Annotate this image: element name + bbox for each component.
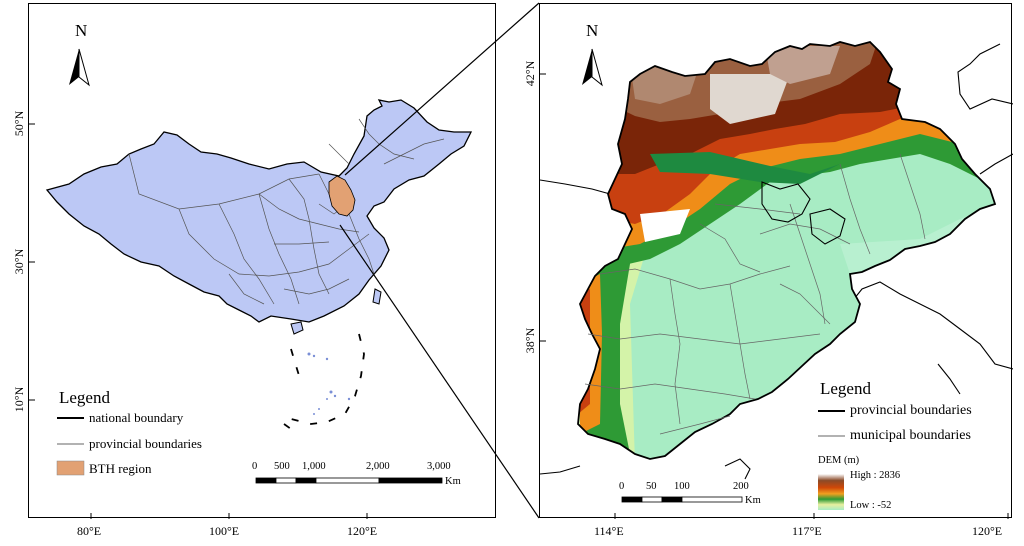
china-overview-map: N 50°N 30°N 10°N 80°E 100°E 120°E Legend… bbox=[12, 3, 496, 538]
scale-tick-r-100: 100 bbox=[674, 481, 690, 492]
dem-map-svg bbox=[540, 40, 1013, 519]
legend-municipal-boundaries-r: municipal boundaries bbox=[850, 428, 971, 443]
scale-tick-500: 500 bbox=[274, 461, 290, 472]
lon-label-117: 117°E bbox=[792, 524, 822, 538]
legend-bth-region: BTH region bbox=[89, 461, 152, 476]
scale-tick-r-50: 50 bbox=[646, 481, 657, 492]
provincial-boundaries-inner bbox=[761, 181, 846, 245]
scale-tick-1000: 1,000 bbox=[302, 461, 326, 472]
islands bbox=[307, 352, 351, 415]
scale-tick-r-0: 0 bbox=[619, 481, 625, 492]
north-arrow-icon bbox=[69, 48, 90, 87]
municipal-boundaries bbox=[584, 153, 926, 435]
lat-label-38: 38°N bbox=[523, 327, 538, 354]
north-label-left: N bbox=[75, 21, 88, 40]
china-mainland bbox=[45, 99, 473, 323]
lon-label-100: 100°E bbox=[209, 524, 240, 538]
legend-title-right: Legend bbox=[820, 379, 871, 398]
legend-national-boundary: national boundary bbox=[89, 410, 184, 425]
bth-dem-map: N 42°N 38°N 114°E 117°E 120°E Legend pro… bbox=[523, 3, 1013, 538]
bth-region bbox=[328, 175, 356, 217]
lon-label-80: 80°E bbox=[77, 524, 102, 538]
lat-label-30: 30°N bbox=[12, 248, 27, 275]
scale-tick-3000: 3,000 bbox=[427, 461, 451, 472]
lon-label-114: 114°E bbox=[594, 524, 624, 538]
scale-tick-2000: 2,000 bbox=[366, 461, 390, 472]
dem-color-ramp bbox=[818, 474, 844, 510]
legend-provincial-boundaries: provincial boundaries bbox=[89, 436, 202, 451]
scale-unit-right: Km bbox=[745, 495, 761, 506]
lon-label-120: 120°E bbox=[347, 524, 378, 538]
scale-tick-0: 0 bbox=[252, 461, 258, 472]
bth-outer-boundary bbox=[577, 40, 997, 460]
lat-label-42: 42°N bbox=[523, 60, 538, 87]
scale-bar-left bbox=[255, 477, 443, 484]
taiwan bbox=[372, 288, 382, 305]
dem-low-label: Low : -52 bbox=[850, 500, 892, 511]
lon-label-120: 120°E bbox=[972, 524, 1003, 538]
scale-tick-r-200: 200 bbox=[733, 481, 749, 492]
scale-bar-right bbox=[621, 496, 743, 503]
dem-title: DEM (m) bbox=[818, 455, 860, 466]
legend-provincial-boundaries-r: provincial boundaries bbox=[850, 403, 972, 418]
scale-unit-left: Km bbox=[445, 476, 461, 487]
bth-region-symbol bbox=[56, 460, 85, 476]
south-china-sea-line bbox=[283, 333, 365, 430]
lat-label-10: 10°N bbox=[12, 386, 27, 413]
north-arrow-icon bbox=[582, 48, 603, 87]
lat-label-50: 50°N bbox=[12, 110, 27, 137]
hainan bbox=[290, 321, 304, 335]
north-label-right: N bbox=[586, 21, 599, 40]
outer-boundaries bbox=[540, 43, 1013, 480]
legend-title-left: Legend bbox=[59, 388, 110, 407]
dem-high-label: High : 2836 bbox=[850, 470, 901, 481]
